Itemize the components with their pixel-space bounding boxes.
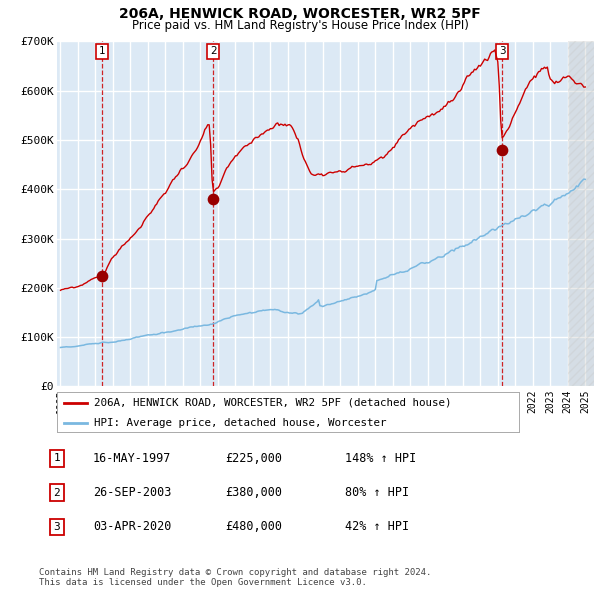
Text: 206A, HENWICK ROAD, WORCESTER, WR2 5PF: 206A, HENWICK ROAD, WORCESTER, WR2 5PF [119, 7, 481, 21]
Text: Price paid vs. HM Land Registry's House Price Index (HPI): Price paid vs. HM Land Registry's House … [131, 19, 469, 32]
Point [497, 145, 507, 155]
Text: £480,000: £480,000 [225, 520, 282, 533]
Text: 148% ↑ HPI: 148% ↑ HPI [345, 452, 416, 465]
Text: HPI: Average price, detached house, Worcester: HPI: Average price, detached house, Worc… [94, 418, 386, 428]
Text: 1: 1 [53, 454, 61, 463]
Text: 26-SEP-2003: 26-SEP-2003 [93, 486, 172, 499]
Point [97, 271, 107, 280]
Text: 1: 1 [98, 46, 105, 56]
Text: Contains HM Land Registry data © Crown copyright and database right 2024.
This d: Contains HM Land Registry data © Crown c… [39, 568, 431, 587]
Text: 2: 2 [210, 46, 217, 56]
Text: 2: 2 [53, 488, 61, 497]
Text: £380,000: £380,000 [225, 486, 282, 499]
Text: 42% ↑ HPI: 42% ↑ HPI [345, 520, 409, 533]
Text: 206A, HENWICK ROAD, WORCESTER, WR2 5PF (detached house): 206A, HENWICK ROAD, WORCESTER, WR2 5PF (… [94, 398, 451, 408]
Text: 16-MAY-1997: 16-MAY-1997 [93, 452, 172, 465]
Text: £225,000: £225,000 [225, 452, 282, 465]
Text: 80% ↑ HPI: 80% ↑ HPI [345, 486, 409, 499]
Text: 03-APR-2020: 03-APR-2020 [93, 520, 172, 533]
Text: 3: 3 [499, 46, 505, 56]
Point [208, 194, 218, 204]
Text: 3: 3 [53, 522, 61, 532]
Bar [568, 41, 594, 386]
